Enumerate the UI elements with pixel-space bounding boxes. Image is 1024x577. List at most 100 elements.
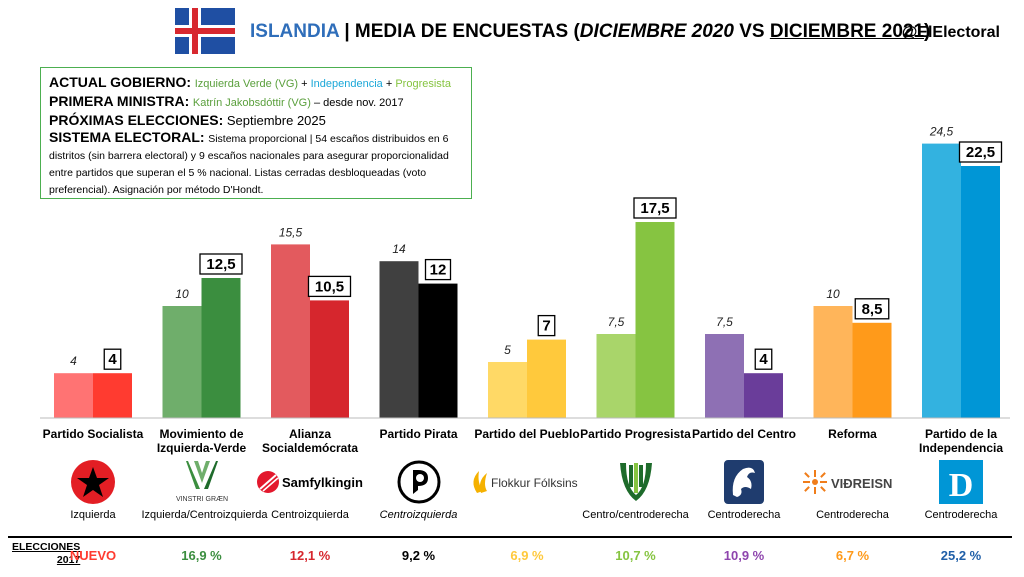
bar-2020 xyxy=(922,143,961,418)
svg-text:VIÐREISN: VIÐREISN xyxy=(831,476,892,491)
party-ideology: Centroderecha xyxy=(924,509,998,521)
title-date-old: DICIEMBRE 2020 xyxy=(579,21,734,42)
system-label: SISTEMA ELECTORAL: xyxy=(49,129,205,145)
party-ideology: Izquierda/Centroizquierda xyxy=(141,509,268,521)
party-logo-icon xyxy=(33,457,153,507)
category-label: Independencia xyxy=(919,441,1003,455)
party-logo-icon: D xyxy=(901,457,1021,507)
next-value: Septiembre 2025 xyxy=(223,113,326,128)
election-result: 6,9 % xyxy=(510,548,544,563)
data-label-box-2021 xyxy=(854,298,890,320)
party-cell: Samfylkingin Centroizquierda xyxy=(250,457,370,527)
title-separator: | xyxy=(344,21,350,42)
party-cell: Flokkur Fólksins xyxy=(467,457,587,527)
iceland-flag-icon xyxy=(175,8,235,54)
bar-2021 xyxy=(744,373,783,418)
data-label-box-2021 xyxy=(754,348,773,370)
data-label-2021: 12,5 xyxy=(206,256,235,273)
bar-2021 xyxy=(635,222,675,418)
bar-2020 xyxy=(54,373,93,418)
data-label-box-2021 xyxy=(103,348,122,370)
party-logo-icon: Samfylkingin xyxy=(250,457,370,507)
gov-party-vg: Izquierda Verde (VG) xyxy=(194,78,299,90)
data-label-2020: 24,5 xyxy=(929,125,954,139)
data-label-box-2021 xyxy=(307,275,352,298)
election-result: 6,7 % xyxy=(835,548,870,563)
pm-row: PRIMERA MINISTRA: Katrín Jakobsdóttir (V… xyxy=(49,93,463,112)
data-label-2021: 22,5 xyxy=(966,144,995,161)
svg-text:Flokkur Fólksins: Flokkur Fólksins xyxy=(491,476,578,490)
data-label-2020: 10 xyxy=(826,287,840,301)
svg-text:D: D xyxy=(949,467,974,504)
next-row: PRÓXIMAS ELECCIONES: Septiembre 2025 xyxy=(49,112,463,129)
party-logo-icon xyxy=(684,457,804,507)
data-label-2020: 15,5 xyxy=(279,225,303,239)
party-cell: Izquierda xyxy=(33,457,153,527)
party-ideology: Izquierda xyxy=(70,509,116,521)
data-label-2020: 7,5 xyxy=(608,315,625,329)
party-cell: Centro/centroderecha xyxy=(576,457,696,527)
bar-2020 xyxy=(162,306,202,418)
category-label: Socialdemócrata xyxy=(262,441,358,455)
bar-2020 xyxy=(596,334,636,418)
gov-party-prog: Progresista xyxy=(395,78,451,90)
title-prefix: MEDIA DE ENCUESTAS ( xyxy=(354,21,580,42)
elections-label-line1: ELECCIONES xyxy=(12,541,81,553)
party-ideology: Centroderecha xyxy=(707,509,781,521)
category-label: Partido Pirata xyxy=(379,427,457,441)
title-date-new: DICIEMBRE 2021 xyxy=(769,21,925,42)
pm-name: Katrín Jakobsdóttir (VG) xyxy=(192,97,311,109)
data-label-2021: 12 xyxy=(430,262,447,279)
bar-2020 xyxy=(379,261,419,418)
bar-2020 xyxy=(271,244,310,418)
category-label: Partido del Pueblo xyxy=(474,427,579,441)
header: ISLANDIA | MEDIA DE ENCUESTAS (DICIEMBRE… xyxy=(0,0,1024,60)
party-ideology: Centro/centroderecha xyxy=(582,509,689,521)
election-result: 9,2 % xyxy=(401,548,436,563)
data-label-2021: 4 xyxy=(108,351,117,368)
data-label-2020: 5 xyxy=(504,343,511,357)
pm-label: PRIMERA MINISTRA: xyxy=(49,93,190,109)
category-label: Partido de la xyxy=(925,427,997,441)
gov-plus-1: + xyxy=(298,78,311,90)
bar-2021 xyxy=(310,300,349,418)
party-cell: VINSTRI GRÆN Izquierda/Centroizquierda xyxy=(141,457,268,527)
election-result: 12,1 % xyxy=(289,548,331,563)
category-label: Partido del Centro xyxy=(692,427,796,441)
bar-2021 xyxy=(418,283,458,418)
party-cell: D Centroderecha xyxy=(901,457,1021,527)
elections-divider xyxy=(8,536,1012,538)
category-label: Partido Progresista xyxy=(580,427,691,441)
party-cell: Centroderecha xyxy=(684,457,804,527)
data-label-box-2021 xyxy=(424,258,452,281)
party-logo-icon: VINSTRI GRÆN xyxy=(142,457,262,507)
data-label-2021: 8,5 xyxy=(862,301,883,318)
bar-2020 xyxy=(488,362,527,418)
next-label: PRÓXIMAS ELECCIONES: xyxy=(49,112,224,128)
data-label-2021: 7 xyxy=(542,318,550,335)
data-label-2020: 14 xyxy=(392,242,406,256)
info-box: ACTUAL GOBIERNO: Izquierda Verde (VG) + … xyxy=(40,67,472,199)
elections-2017-row: ELECCIONES 2017 NUEVO 16,9 % 12,1 % 9,2 % 6,… xyxy=(0,536,1024,574)
data-label-box-2021 xyxy=(633,197,677,219)
pm-since: – desde nov. 2017 xyxy=(310,97,404,109)
bar-2021 xyxy=(527,339,566,418)
title-vs: VS xyxy=(733,21,770,42)
bar-2020 xyxy=(813,306,853,418)
data-label-2020: 10 xyxy=(175,287,189,301)
system-row: SISTEMA ELECTORAL: Sistema proporcional … xyxy=(49,129,463,197)
data-label-2021: 10,5 xyxy=(315,278,344,295)
title-suffix: ) xyxy=(924,21,931,42)
party-logo-icon: Flokkur Fólksins xyxy=(467,457,587,507)
page-title: ISLANDIA | MEDIA DE ENCUESTAS (DICIEMBRE… xyxy=(250,21,930,43)
data-label-2021: 17,5 xyxy=(640,200,669,217)
party-ideology: Centroizquierda xyxy=(271,509,349,521)
party-logo-icon xyxy=(576,457,696,507)
title-country: ISLANDIA xyxy=(250,21,340,42)
party-ideology: Centroderecha xyxy=(816,509,889,521)
gov-row: ACTUAL GOBIERNO: Izquierda Verde (VG) + … xyxy=(49,74,463,93)
bar-2020 xyxy=(705,334,744,418)
category-label: Reforma xyxy=(828,427,877,441)
gov-label: ACTUAL GOBIERNO: xyxy=(49,74,192,90)
